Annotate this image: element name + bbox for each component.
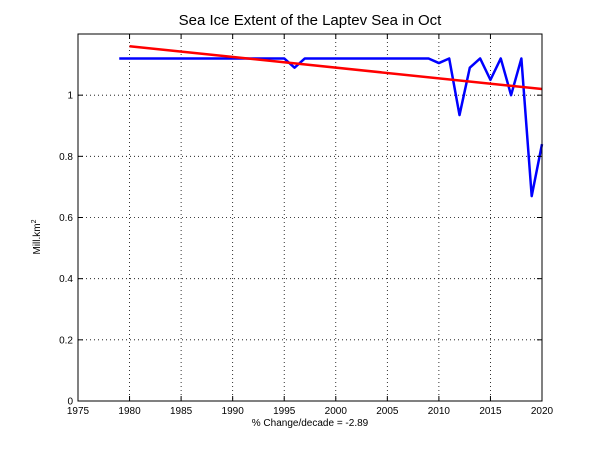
x-tick-label: 1990 [222,406,245,417]
y-axis-label-superscript: 2 [31,219,38,223]
chart-title: Sea Ice Extent of the Laptev Sea in Oct [179,12,442,29]
ticks: 1975 1980 1985 1990 1995 2000 2005 2010 2015 2020… [59,34,554,417]
x-axis-label: % Change/decade = -2.89 [252,418,369,429]
x-tick-label: 2020 [531,406,554,417]
y-axis-label: Mill.km2 [31,219,43,254]
x-tick-label: 2015 [479,406,502,417]
x-tick-label: 1985 [170,406,193,417]
x-tick-label: 2000 [325,406,348,417]
y-tick-label: 0 [67,397,73,408]
x-tick-label: 1995 [273,406,296,417]
x-tick-label: 1980 [118,406,141,417]
x-tick-label: 2005 [376,406,399,417]
y-tick-label: 0.2 [59,335,73,346]
grid [78,34,542,401]
y-tick-label: 0.6 [59,213,73,224]
series-line-extent [119,57,544,198]
x-tick-label: 1975 [67,406,90,417]
y-tick-label: 0.4 [59,274,73,285]
y-tick-label: 1 [67,91,73,102]
y-tick-label: 0.8 [59,152,73,163]
y-axis-label-text: Mill.km [32,223,43,254]
trend-line [129,44,543,91]
x-tick-label: 2010 [428,406,451,417]
series-layer [119,44,544,198]
